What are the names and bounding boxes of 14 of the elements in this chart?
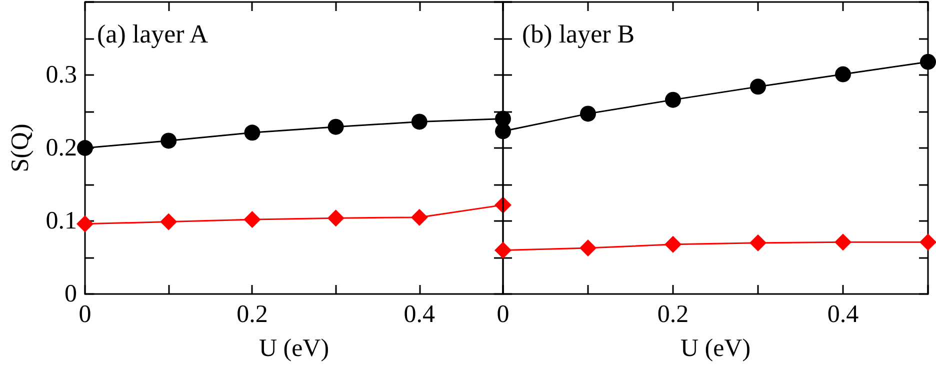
x-tick-label: 0.4 — [404, 301, 436, 328]
x-tick-label: 0.2 — [236, 301, 268, 328]
y-tick-label: 0.3 — [46, 62, 77, 88]
x-tick-label: 0.4 — [827, 301, 860, 328]
x-tick-label: 0.2 — [657, 301, 689, 328]
text: (b) layer B — [522, 20, 635, 48]
y-axis-title: S(Q) — [7, 124, 34, 172]
y-tick-label: 0.2 — [46, 134, 77, 162]
x-axis-title: U (eV) — [680, 335, 751, 362]
x-tick-label: 0 — [496, 301, 510, 328]
text: (a) layer A — [97, 20, 208, 48]
y-tick-label: 0 — [64, 280, 77, 308]
y-tick-label: 0.1 — [46, 208, 77, 234]
x-axis-title: U (eV) — [258, 335, 330, 362]
